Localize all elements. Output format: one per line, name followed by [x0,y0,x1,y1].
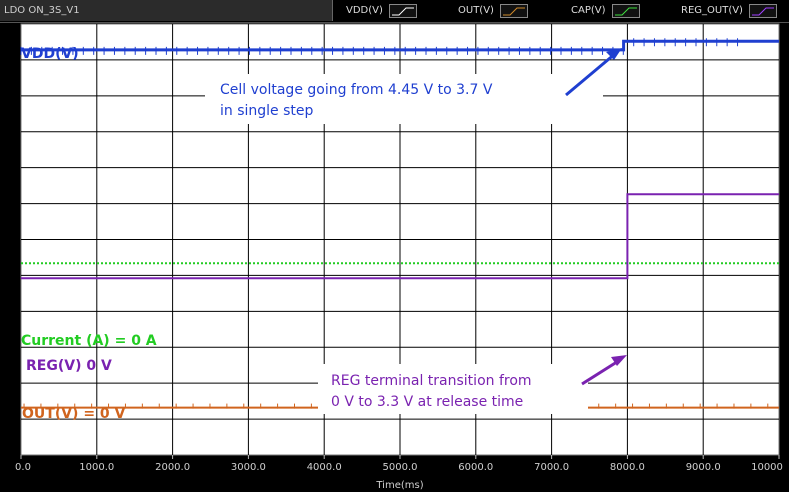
callout-2-line-2: 0 V to 3.3 V at release time [331,394,523,410]
legend-out-swatch [499,3,528,18]
x-tick-label: 5000.0 [383,462,418,473]
legend-vdd-swatch [388,3,417,18]
x-tick-label: 3000.0 [231,462,266,473]
x-tick-label: 1000.0 [79,462,114,473]
legend-cap-swatch [611,3,640,18]
callout-1-arrow [565,51,617,97]
x-tick-label: 6000.0 [458,462,493,473]
x-tick-label: 0.0 [15,462,31,473]
current-label: Current (A) = 0 A [21,333,157,349]
x-tick-label: 4000.0 [307,462,342,473]
tab-ldo-on[interactable]: LDO ON_3S_V1 [0,0,333,21]
callout-2-arrowhead [611,355,627,366]
callout-1-arrowhead [606,48,622,60]
waveform-chart: 0.0 1000.0 2000.0 3000.0 4000.0 5000.0 6000.0 7… [15,23,783,491]
legend-out: OUT(V) [458,0,528,21]
x-tick-label: 10000 [751,462,783,473]
x-axis-ticks: 0.0 1000.0 2000.0 3000.0 4000.0 5000.0 6000.0 7… [15,455,783,473]
callout-1-line-2: in single step [220,103,314,119]
out-label: OUT(V) = 0 V [22,406,126,422]
top-bar: LDO ON_3S_V1 VDD(V) OUT(V) CAP(V) REG_OU… [0,0,789,23]
callout-box-1 [205,74,603,124]
callout-2-line-1: REG terminal transition from [331,373,532,389]
trace-regoutv [21,193,779,280]
legend-vdd-label: VDD(V) [346,5,383,16]
x-tick-label: 2000.0 [155,462,190,473]
legend-vdd: VDD(V) [346,0,417,21]
x-tick-label: 9000.0 [686,462,721,473]
callout-box-2 [318,364,588,414]
legend-reg-out-swatch [748,3,777,18]
x-axis-label: Time(ms) [375,480,423,491]
legend-cap: CAP(V) [571,0,640,21]
legend-reg-out-label: REG_OUT(V) [681,5,743,16]
vdd-label: VDD(V) [21,46,79,62]
x-tick-label: 7000.0 [534,462,569,473]
callout-1-line-1: Cell voltage going from 4.45 V to 3.7 V [220,82,493,98]
callout-2-arrow [581,358,621,386]
x-tick-label: 8000.0 [610,462,645,473]
legend-cap-label: CAP(V) [571,5,606,16]
legend-reg-out: REG_OUT(V) [681,0,777,21]
reg-label: REG(V) 0 V [26,358,112,374]
legend-out-label: OUT(V) [458,5,494,16]
